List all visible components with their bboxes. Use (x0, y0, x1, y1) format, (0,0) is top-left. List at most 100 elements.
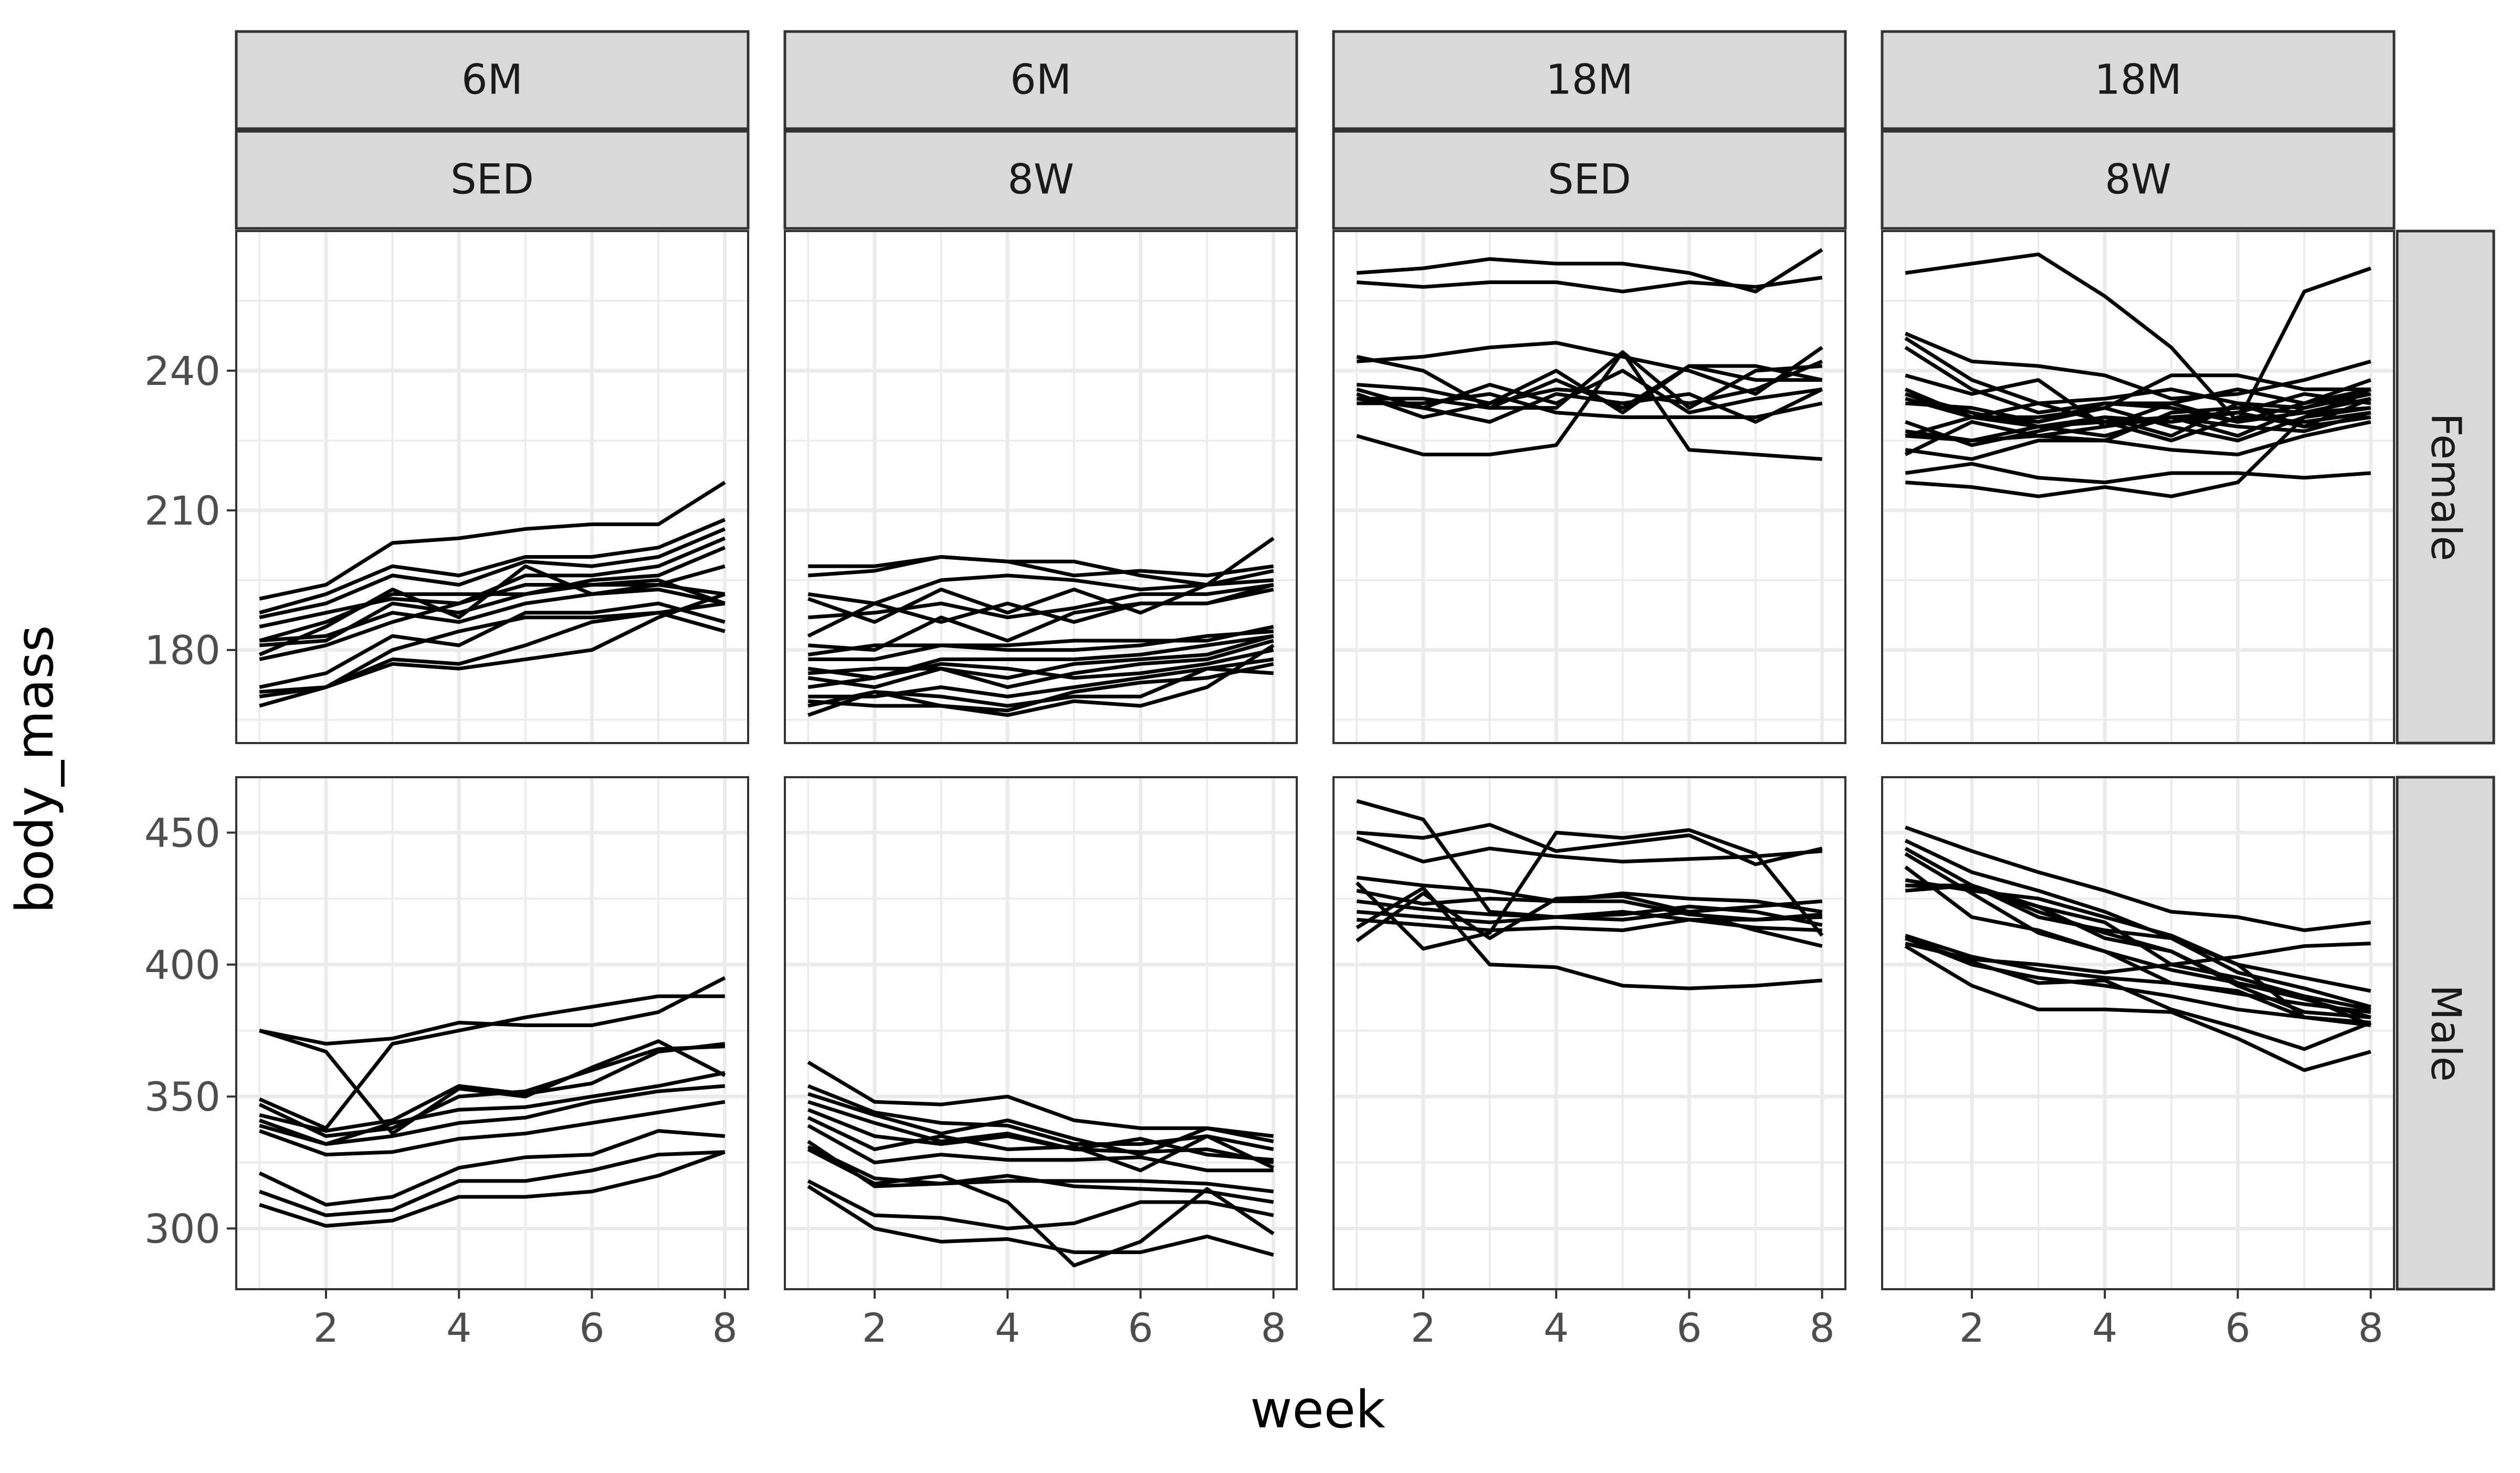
series-line-3 (259, 527, 726, 620)
series-line-8 (807, 624, 1274, 657)
series-line-9 (807, 1145, 1274, 1194)
series-line-17 (1905, 462, 2371, 485)
series-line-11 (808, 634, 1274, 680)
series-line-16 (1904, 406, 2371, 456)
x-tick-label: 6 (1676, 1304, 1702, 1351)
series-line-1 (1905, 252, 2371, 424)
series-line-4 (807, 578, 1274, 624)
series-line-8 (259, 1100, 726, 1157)
series-line-15 (1905, 420, 2371, 461)
series-line-5 (807, 1108, 1274, 1162)
series-line-2 (808, 555, 1274, 578)
series-line-13 (259, 601, 726, 708)
panel-female-6m-8w (784, 230, 1298, 744)
row-strip-label: Female (2422, 413, 2469, 561)
series-line-2 (807, 1084, 1274, 1152)
strips-layer: Female Male 6M SED 6M 8W 18M SED 18M 8W (235, 30, 2495, 1291)
panel-border (1332, 776, 1846, 1290)
panel-background (785, 777, 1297, 1289)
y-tick-label: 300 (144, 1205, 220, 1252)
x-tick-label: 6 (1128, 1304, 1153, 1351)
series-line-3 (1356, 354, 1823, 410)
series-line-9 (259, 578, 726, 661)
panel-female-6m-sed (235, 230, 749, 744)
panel-background (1882, 777, 2394, 1289)
series-line-13 (1905, 401, 2371, 443)
series-line-17 (807, 643, 1275, 717)
series-line-3 (807, 569, 1274, 605)
col-strip-group (1332, 130, 1847, 230)
y-tick-label: 210 (144, 487, 220, 534)
series-line-1 (807, 1060, 1274, 1138)
row-strip-female (2396, 229, 2495, 745)
series-line-11 (807, 1179, 1274, 1230)
y-tick-label: 180 (144, 627, 220, 674)
series-line-5 (1355, 828, 1824, 951)
series-line-2 (1904, 331, 2371, 401)
series-line-6 (259, 1071, 726, 1146)
panel-background (1334, 231, 1845, 743)
series-line-11 (1356, 891, 1823, 948)
col-strip-age (783, 30, 1298, 130)
col-strip-group (1881, 130, 2396, 230)
col-strip-group-label: SED (1548, 156, 1631, 204)
series-line-3 (807, 1092, 1274, 1157)
panels-layer (235, 230, 2395, 1290)
panel-border (235, 230, 749, 744)
series-line-9 (808, 629, 1274, 661)
col-strip-group-label: SED (450, 156, 534, 204)
panel-border (784, 776, 1298, 1290)
axes-layer: 180 210 240 2 4 6 8 2 4 6 8 2 4 6 8 2 4 6 8 300 350 400 450 (144, 348, 2384, 1351)
panel-male-6m-8w (784, 776, 1298, 1290)
series-line-2 (259, 518, 726, 615)
series-line-7 (807, 1124, 1274, 1173)
panel-border (1881, 230, 2395, 744)
col-strip-group (783, 130, 1298, 230)
col-strip-group-label: 8W (1007, 156, 1074, 204)
panel-female-18m-sed (1332, 230, 1846, 744)
series-line-4 (258, 1044, 725, 1138)
series-line-12 (1905, 936, 2371, 1051)
series-line-1 (259, 480, 726, 601)
col-strip-group (235, 130, 750, 230)
x-tick-label: 4 (1544, 1304, 1569, 1351)
y-axis-title: body_mass (5, 625, 65, 913)
x-tick-label: 8 (2358, 1304, 2384, 1351)
x-axis-title: week (1250, 1380, 1385, 1440)
series-line-5 (259, 1042, 726, 1133)
series-line-10 (259, 601, 726, 690)
panel-male-18m-8w (1881, 776, 2395, 1290)
series-line-2 (1357, 276, 1823, 294)
x-tick-label: 8 (712, 1304, 738, 1351)
series-line-9 (258, 1129, 725, 1207)
x-tick-label: 4 (446, 1304, 471, 1351)
col-strip-age (1881, 30, 2396, 130)
x-tick-label: 2 (1411, 1304, 1436, 1351)
x-tick-label: 4 (2092, 1304, 2117, 1351)
col-strip-age-label: 6M (1010, 57, 1072, 104)
panel-border (1332, 230, 1846, 744)
series-line-7 (1356, 899, 1822, 922)
panel-background (236, 231, 748, 743)
x-tick-label: 6 (579, 1304, 604, 1351)
x-tick-label: 2 (313, 1304, 339, 1351)
x-tick-label: 2 (862, 1304, 887, 1351)
x-tick-label: 8 (1261, 1304, 1286, 1351)
series-line-11 (259, 1150, 726, 1228)
series-line-8 (258, 564, 726, 656)
series-line-1 (808, 537, 1275, 587)
series-line-4 (259, 536, 726, 629)
x-tick-label: 6 (2225, 1304, 2250, 1351)
col-strip-age (1332, 30, 1847, 130)
y-tick-label: 450 (144, 810, 220, 856)
row-strip-male (2396, 776, 2495, 1291)
panel-border (235, 776, 749, 1290)
series-line-3 (258, 994, 725, 1130)
x-tick-label: 4 (995, 1304, 1020, 1351)
col-strip-group-label: 8W (2105, 156, 2171, 204)
panel-male-6m-sed (235, 776, 749, 1290)
series-line-3 (1356, 836, 1822, 864)
panel-border (1881, 776, 2395, 1290)
